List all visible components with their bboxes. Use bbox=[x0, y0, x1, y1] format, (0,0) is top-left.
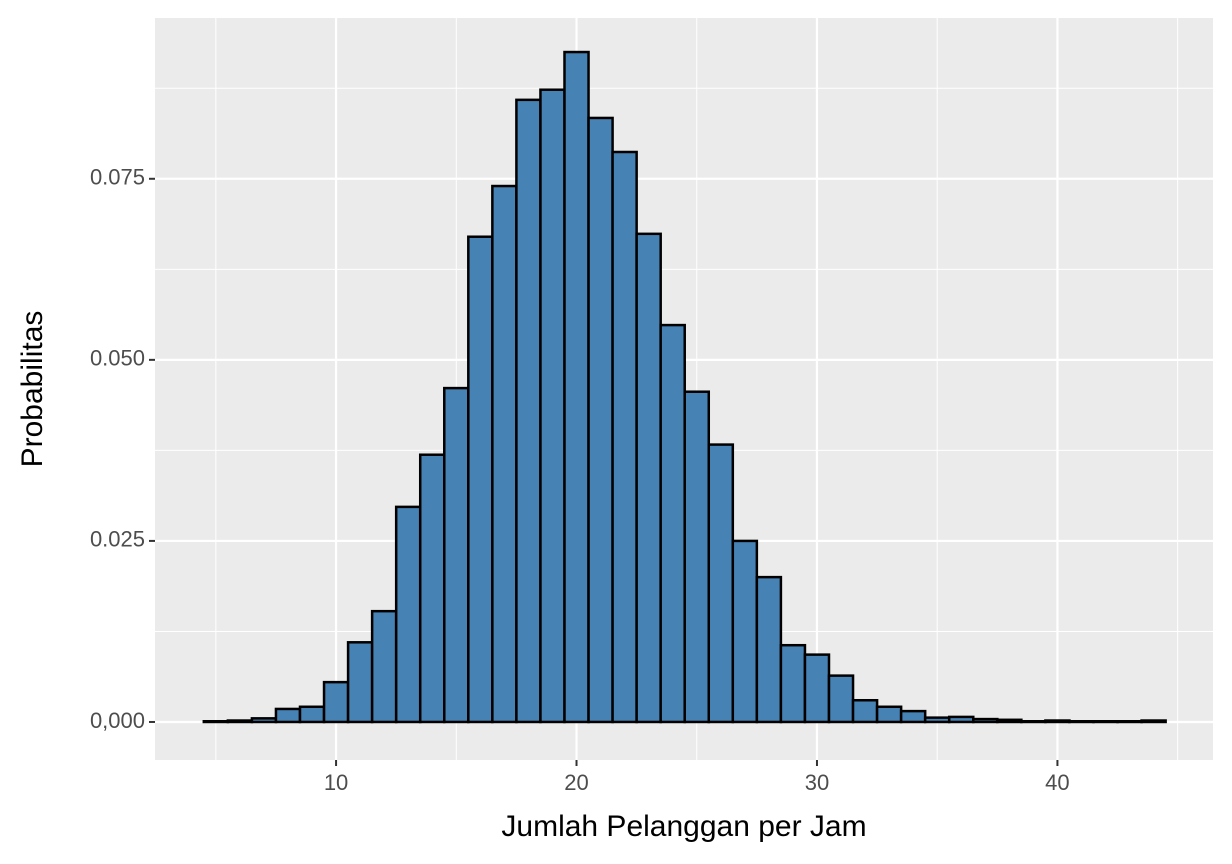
y-tick-label: 0,000 bbox=[90, 708, 145, 733]
bar bbox=[635, 232, 662, 724]
bar bbox=[346, 641, 374, 724]
bar bbox=[563, 50, 590, 724]
x-tick-label: 30 bbox=[805, 770, 829, 795]
x-tick-label: 20 bbox=[564, 770, 588, 795]
x-tick-label: 40 bbox=[1045, 770, 1069, 795]
bar bbox=[803, 653, 831, 724]
bar bbox=[996, 718, 1023, 724]
y-tick-label: 0.075 bbox=[90, 165, 145, 190]
bar bbox=[1140, 719, 1167, 724]
bar bbox=[491, 184, 518, 724]
bars bbox=[202, 50, 1167, 724]
bar bbox=[443, 386, 470, 724]
bar bbox=[202, 720, 230, 724]
bar bbox=[467, 235, 494, 724]
y-tick-label: 0.025 bbox=[90, 527, 145, 552]
bar bbox=[515, 98, 542, 724]
bar bbox=[611, 150, 638, 724]
bar bbox=[731, 539, 759, 724]
bar bbox=[947, 715, 975, 724]
y-axis-title: Probabilitas bbox=[16, 311, 49, 468]
bar bbox=[418, 453, 446, 724]
y-tick-label: 0.050 bbox=[90, 346, 145, 371]
bar bbox=[779, 643, 807, 724]
bar bbox=[298, 705, 326, 724]
bar bbox=[539, 88, 566, 724]
bar bbox=[587, 116, 614, 724]
bar bbox=[1020, 720, 1047, 724]
bar bbox=[250, 717, 278, 724]
x-axis-title: Jumlah Pelanggan per Jam bbox=[501, 810, 866, 843]
bar bbox=[851, 698, 879, 724]
bar bbox=[1092, 720, 1119, 724]
bar bbox=[1116, 720, 1143, 724]
bar bbox=[226, 719, 254, 724]
bar bbox=[755, 575, 783, 724]
bar bbox=[1044, 719, 1071, 724]
bar bbox=[1068, 720, 1095, 724]
bar bbox=[899, 709, 927, 724]
bar bbox=[683, 390, 711, 724]
bar bbox=[707, 443, 735, 724]
bar bbox=[659, 323, 686, 724]
bar bbox=[394, 505, 422, 724]
x-tick-label: 10 bbox=[324, 770, 348, 795]
bar bbox=[972, 717, 999, 724]
bar bbox=[827, 674, 855, 724]
bar bbox=[875, 705, 903, 724]
bar bbox=[322, 680, 350, 724]
bar bbox=[370, 609, 398, 724]
bar bbox=[274, 707, 302, 724]
bar bbox=[923, 716, 951, 724]
